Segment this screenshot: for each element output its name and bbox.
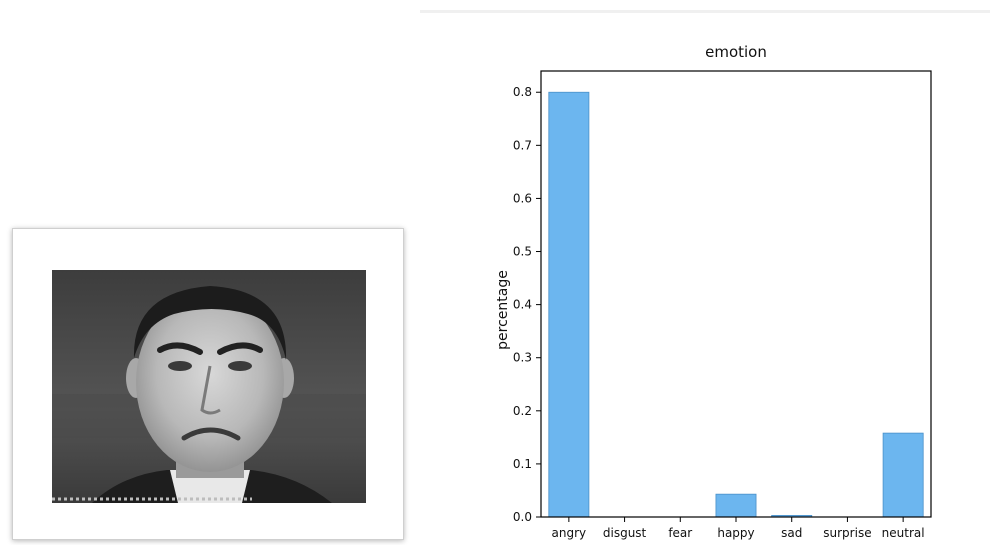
face-photo-card bbox=[12, 228, 404, 540]
x-tick-label: neutral bbox=[882, 526, 925, 540]
x-tick-label: fear bbox=[668, 526, 692, 540]
x-tick-label: sad bbox=[781, 526, 802, 540]
y-tick-label: 0.1 bbox=[513, 457, 532, 471]
y-tick-label: 0.6 bbox=[513, 191, 532, 205]
y-tick-label: 0.7 bbox=[513, 138, 532, 152]
chart-title: emotion bbox=[705, 43, 767, 61]
chart-panel: emotion percentage 0.0 0.1 0.2 0.3 0.4 0.5 0.6… bbox=[420, 10, 990, 545]
y-axis-label: percentage bbox=[495, 270, 511, 350]
y-tick-label: 0.5 bbox=[513, 245, 532, 259]
bar-happy bbox=[715, 493, 757, 518]
x-ticks-layer: angry disgust fear happy sad surprise neutral bbox=[552, 517, 925, 540]
x-tick-label: surprise bbox=[823, 526, 871, 540]
bar-angry bbox=[548, 91, 590, 518]
y-tick-label: 0.3 bbox=[513, 351, 532, 365]
bar-neutral bbox=[882, 432, 924, 518]
plot-frame bbox=[540, 70, 932, 518]
y-tick-label: 0.2 bbox=[513, 404, 532, 418]
x-tick-label: happy bbox=[717, 526, 754, 540]
x-tick-label: disgust bbox=[603, 526, 647, 540]
y-tick-label: 0.0 bbox=[513, 510, 532, 524]
emotion-chart: emotion percentage 0.0 0.1 0.2 0.3 0.4 0.5 0.6… bbox=[495, 43, 932, 540]
y-tick-label: 0.8 bbox=[513, 85, 532, 99]
x-tick-label: angry bbox=[552, 526, 587, 540]
bars-layer bbox=[548, 91, 924, 518]
face-photo bbox=[52, 270, 366, 503]
y-tick-label: 0.4 bbox=[513, 298, 532, 312]
y-ticks-layer: 0.0 0.1 0.2 0.3 0.4 0.5 0.6 0.7 0.8 bbox=[513, 85, 541, 524]
